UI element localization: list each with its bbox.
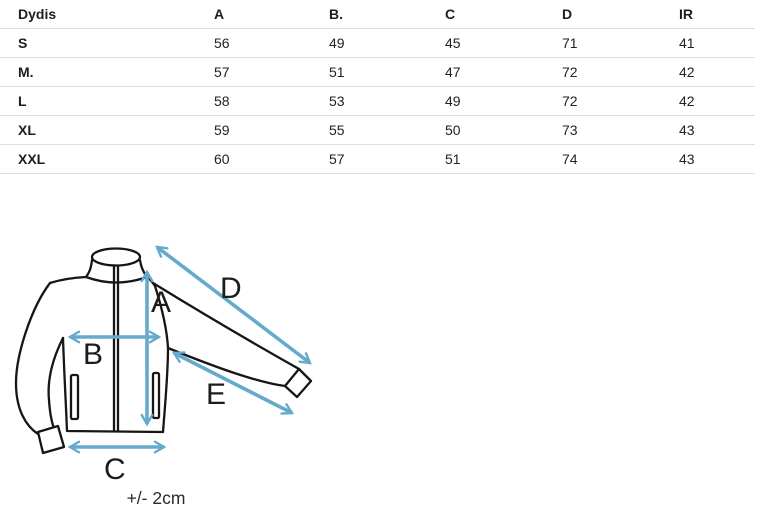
cell-value: 57 xyxy=(214,57,329,87)
dimension-label-a: A xyxy=(151,286,171,319)
table-row: M. 57 51 47 72 42 xyxy=(0,57,755,87)
column-header-ir: IR xyxy=(679,0,755,29)
size-label: XXL xyxy=(0,144,214,174)
dimension-label-b: B xyxy=(83,338,103,371)
cell-value: 73 xyxy=(562,115,679,145)
cell-value: 51 xyxy=(329,57,445,87)
size-table: Dydis A B. C D IR S 56 49 45 71 41 M. 57… xyxy=(0,0,755,174)
dimension-label-d: D xyxy=(220,272,242,305)
cell-value: 60 xyxy=(214,144,329,174)
size-label: XL xyxy=(0,115,214,145)
cell-value: 50 xyxy=(445,115,562,145)
cell-value: 71 xyxy=(562,28,679,58)
cell-value: 43 xyxy=(679,144,755,174)
size-label: S xyxy=(0,28,214,58)
column-header-c: C xyxy=(445,0,562,29)
dimension-label-e: E xyxy=(206,378,226,411)
cell-value: 72 xyxy=(562,86,679,116)
measure-arrow-d xyxy=(155,245,312,365)
column-header-a: A xyxy=(214,0,329,29)
dimension-label-c: C xyxy=(104,453,126,486)
cell-value: 41 xyxy=(679,28,755,58)
jacket-outline-icon xyxy=(14,247,313,455)
table-header-row: Dydis A B. C D IR xyxy=(0,0,755,29)
column-header-size: Dydis xyxy=(0,0,214,29)
cell-value: 42 xyxy=(679,57,755,87)
cell-value: 43 xyxy=(679,115,755,145)
measure-arrow-e xyxy=(171,351,295,415)
cell-value: 56 xyxy=(214,28,329,58)
column-header-d: D xyxy=(562,0,679,29)
column-header-b: B. xyxy=(329,0,445,29)
measurement-arrows xyxy=(67,245,312,454)
jacket-measurement-diagram: A B C D E +/- 2cm xyxy=(14,245,313,508)
cell-value: 57 xyxy=(329,144,445,174)
right-pocket xyxy=(151,371,161,420)
cell-value: 49 xyxy=(445,86,562,116)
cell-value: 53 xyxy=(329,86,445,116)
table-row: S 56 49 45 71 41 xyxy=(0,28,755,58)
size-label: M. xyxy=(0,57,214,87)
cell-value: 42 xyxy=(679,86,755,116)
tolerance-note: +/- 2cm xyxy=(127,488,186,508)
table-row: L 58 53 49 72 42 xyxy=(0,86,755,116)
cell-value: 47 xyxy=(445,57,562,87)
cell-value: 58 xyxy=(214,86,329,116)
cell-value: 55 xyxy=(329,115,445,145)
left-pocket xyxy=(69,373,80,421)
cell-value: 59 xyxy=(214,115,329,145)
cell-value: 49 xyxy=(329,28,445,58)
table-row: XXL 60 57 51 74 43 xyxy=(0,144,755,174)
cell-value: 72 xyxy=(562,57,679,87)
cell-value: 45 xyxy=(445,28,562,58)
size-label: L xyxy=(0,86,214,116)
cell-value: 51 xyxy=(445,144,562,174)
table-row: XL 59 55 50 73 43 xyxy=(0,115,755,145)
cell-value: 74 xyxy=(562,144,679,174)
